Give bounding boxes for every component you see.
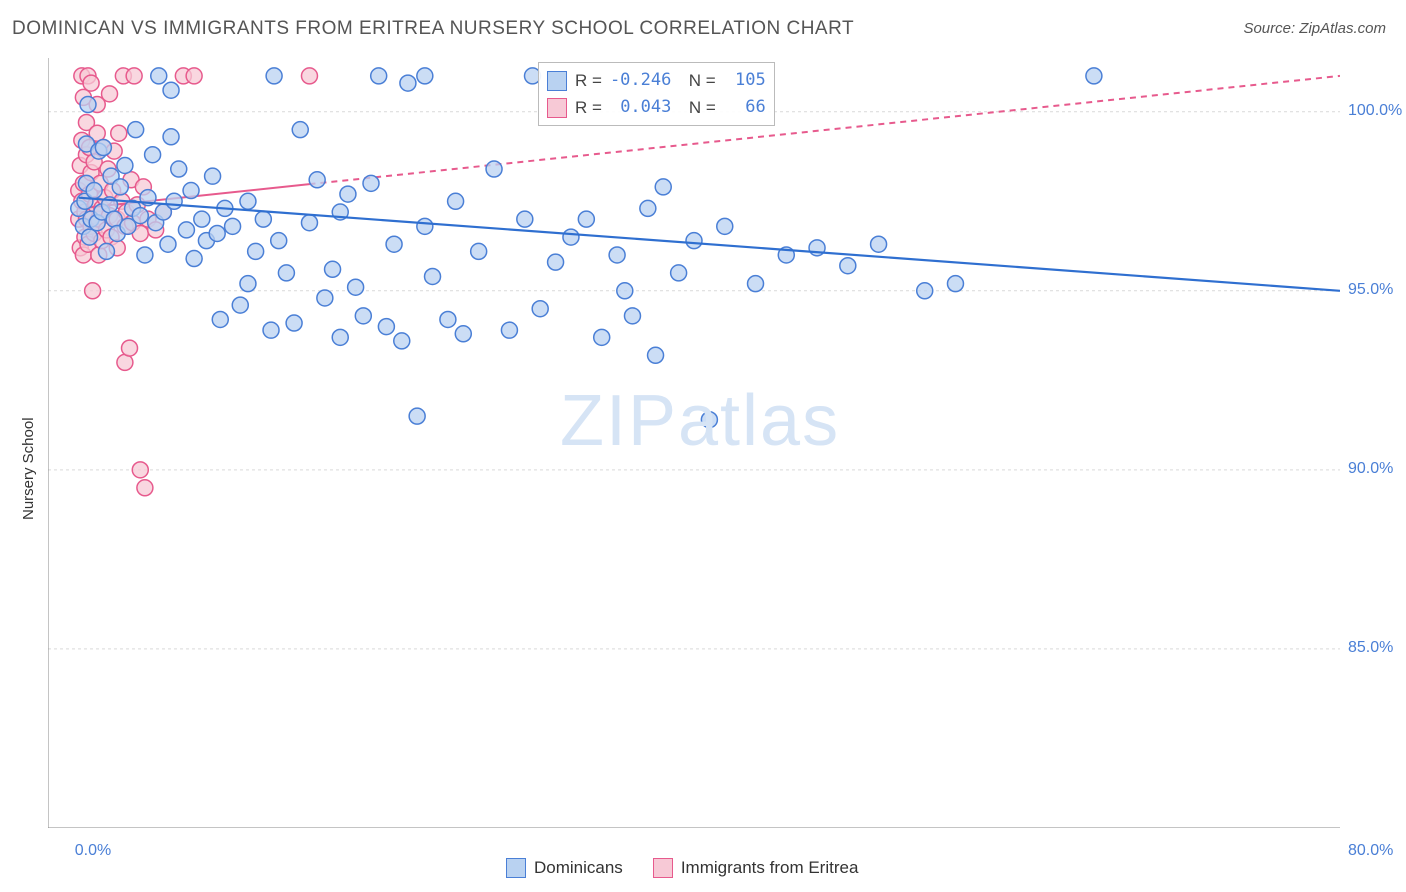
correlation-stats-box: R = -0.246 N = 105 R = 0.043 N = 66 xyxy=(538,62,775,126)
n-label: N = xyxy=(679,67,715,94)
swatch-dominicans xyxy=(547,71,567,91)
n-value-eritrea: 66 xyxy=(724,94,766,121)
source-attribution: Source: ZipAtlas.com xyxy=(1243,20,1386,37)
y-axis-label: Nursery School xyxy=(20,417,37,520)
r-value-dominicans: -0.246 xyxy=(610,67,671,94)
y-tick-label: 90.0% xyxy=(1348,460,1393,478)
x-min-label: 0.0% xyxy=(75,842,111,860)
swatch-eritrea xyxy=(547,98,567,118)
r-label: R = xyxy=(575,67,602,94)
legend-item-eritrea: Immigrants from Eritrea xyxy=(653,858,859,878)
y-tick-label: 100.0% xyxy=(1348,102,1402,120)
legend-label-eritrea: Immigrants from Eritrea xyxy=(681,858,859,878)
legend-label-dominicans: Dominicans xyxy=(534,858,623,878)
legend-swatch-eritrea xyxy=(653,858,673,878)
legend-swatch-dominicans xyxy=(506,858,526,878)
r-value-eritrea: 0.043 xyxy=(610,94,671,121)
stats-row-dominicans: R = -0.246 N = 105 xyxy=(547,67,766,94)
n-value-dominicans: 105 xyxy=(724,67,766,94)
y-tick-label: 85.0% xyxy=(1348,639,1393,657)
n-label: N = xyxy=(679,94,715,121)
legend: Dominicans Immigrants from Eritrea xyxy=(506,858,858,878)
r-label: R = xyxy=(575,94,602,121)
y-tick-label: 95.0% xyxy=(1348,281,1393,299)
legend-item-dominicans: Dominicans xyxy=(506,858,623,878)
scatter-plot xyxy=(48,58,1340,828)
stats-row-eritrea: R = 0.043 N = 66 xyxy=(547,94,766,121)
chart-title: DOMINICAN VS IMMIGRANTS FROM ERITREA NUR… xyxy=(12,18,854,40)
x-max-label: 80.0% xyxy=(1348,842,1393,860)
